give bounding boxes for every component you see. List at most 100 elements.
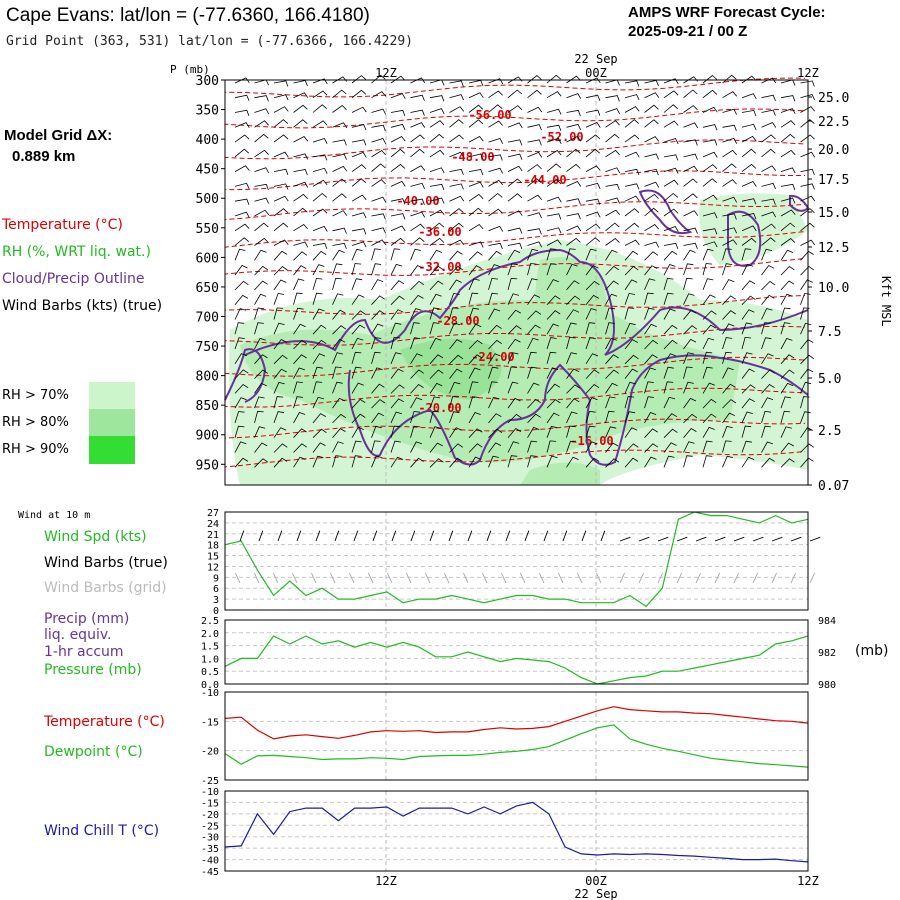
wind-barb xyxy=(234,337,245,350)
windchill-panel-tick-label: -30 xyxy=(201,833,219,844)
wind-barb-grid xyxy=(329,572,336,584)
wind-barb xyxy=(449,134,464,143)
wind-barb-true xyxy=(467,530,473,542)
wind-barb xyxy=(566,93,582,99)
wind-barb xyxy=(488,396,500,409)
wind-barb xyxy=(546,351,557,364)
wind-barb xyxy=(488,381,498,394)
wind-barb xyxy=(722,91,738,99)
top-time-label-12z-end: 12Z xyxy=(797,66,819,80)
wind-barb-true xyxy=(505,530,511,542)
wind-barb xyxy=(351,124,367,131)
wind-barb xyxy=(371,227,386,234)
wind-barb xyxy=(332,104,347,113)
wind-barb xyxy=(702,263,713,276)
wind-barb xyxy=(507,352,519,364)
wind-barb xyxy=(722,124,737,131)
station-title: Cape Evans: lat/lon = (-77.6360, 166.418… xyxy=(6,5,370,26)
wind-barb xyxy=(527,398,541,409)
wind-barb xyxy=(683,139,698,146)
wind-barb xyxy=(488,324,502,335)
wind-barb xyxy=(410,337,421,350)
wind-barb xyxy=(683,277,693,291)
wind-barb xyxy=(585,410,596,424)
wind-barb-grid xyxy=(676,572,683,584)
wind-barb xyxy=(585,308,598,320)
wind-barb xyxy=(468,278,480,291)
wind-barb xyxy=(527,324,541,335)
wind-barb xyxy=(390,237,406,246)
pressure-tick-label: 350 xyxy=(196,104,219,119)
wind-barb xyxy=(663,138,679,145)
wind-barb xyxy=(254,95,269,102)
wind-barb xyxy=(351,278,363,291)
wind-barb-true xyxy=(600,530,606,542)
wind-barb xyxy=(663,308,676,320)
wind-barb xyxy=(761,308,773,320)
wind-barb xyxy=(429,410,440,424)
wind-barb xyxy=(566,180,582,187)
wind-barb xyxy=(312,353,326,365)
wind-barb xyxy=(488,138,504,144)
wind-barb xyxy=(293,207,308,217)
wind-barb xyxy=(410,397,423,409)
wind-barb xyxy=(332,165,348,172)
wind-barb xyxy=(761,165,777,172)
wind-barb xyxy=(683,366,693,379)
kft-tick-label: 22.5 xyxy=(818,115,849,130)
wind-barb xyxy=(527,294,541,305)
wind-barb xyxy=(468,135,484,143)
wind-barb xyxy=(449,208,464,217)
temperature-panel-series-line xyxy=(224,724,809,768)
wind-barb xyxy=(702,426,715,438)
kft-tick-label: 7.5 xyxy=(818,325,841,340)
wind-barb xyxy=(702,194,718,202)
wind-barb xyxy=(429,120,445,128)
wind-barb-true xyxy=(562,530,568,542)
wind-barb xyxy=(254,369,269,379)
wind-barb xyxy=(332,277,342,291)
wind-barb xyxy=(488,428,503,438)
wind-barb xyxy=(741,352,753,364)
wind-barb xyxy=(371,163,386,172)
wind-barb xyxy=(293,181,309,188)
wind-barb xyxy=(546,196,562,203)
wind-barb xyxy=(663,179,679,187)
wind-barb-grid xyxy=(386,572,393,584)
wind-barb xyxy=(507,338,521,350)
wind-barb xyxy=(351,228,367,235)
pressure-panel-tick-label: 2.0 xyxy=(201,629,219,640)
wind-barb xyxy=(254,426,266,438)
wind-barb-true xyxy=(581,530,587,542)
wind-barb xyxy=(254,307,265,320)
wind-barb xyxy=(702,413,717,424)
wind-barb xyxy=(351,398,366,409)
wind-barb xyxy=(566,398,580,409)
wind-barb xyxy=(332,249,345,261)
wind-barb-grid xyxy=(462,572,469,584)
wind-barb xyxy=(332,178,347,187)
wind-barb xyxy=(605,426,617,438)
wind-barb xyxy=(566,384,581,394)
wind-barb xyxy=(624,183,640,190)
wind-barb xyxy=(566,425,576,438)
wind-barb xyxy=(663,381,674,394)
label-temperature: Temperature (°C) xyxy=(44,714,165,730)
wind-barb xyxy=(780,293,793,305)
wind-barb xyxy=(761,77,777,84)
wind-barb xyxy=(351,248,363,261)
label-windchill: Wind Chill T (°C) xyxy=(44,823,160,839)
wind-barb xyxy=(644,168,659,176)
wind-barb xyxy=(644,207,659,217)
label-wind-spd: Wind Spd (kts) xyxy=(44,529,147,545)
wind-barb xyxy=(351,455,362,468)
wind-barb xyxy=(546,137,562,144)
wind-barb xyxy=(390,123,406,131)
wind-barb xyxy=(663,353,677,365)
wind-barb xyxy=(507,178,523,187)
wind-barb xyxy=(585,109,601,116)
wind-barb-grid xyxy=(424,572,431,584)
wind-barb xyxy=(293,265,307,276)
wind-barb xyxy=(429,322,440,335)
